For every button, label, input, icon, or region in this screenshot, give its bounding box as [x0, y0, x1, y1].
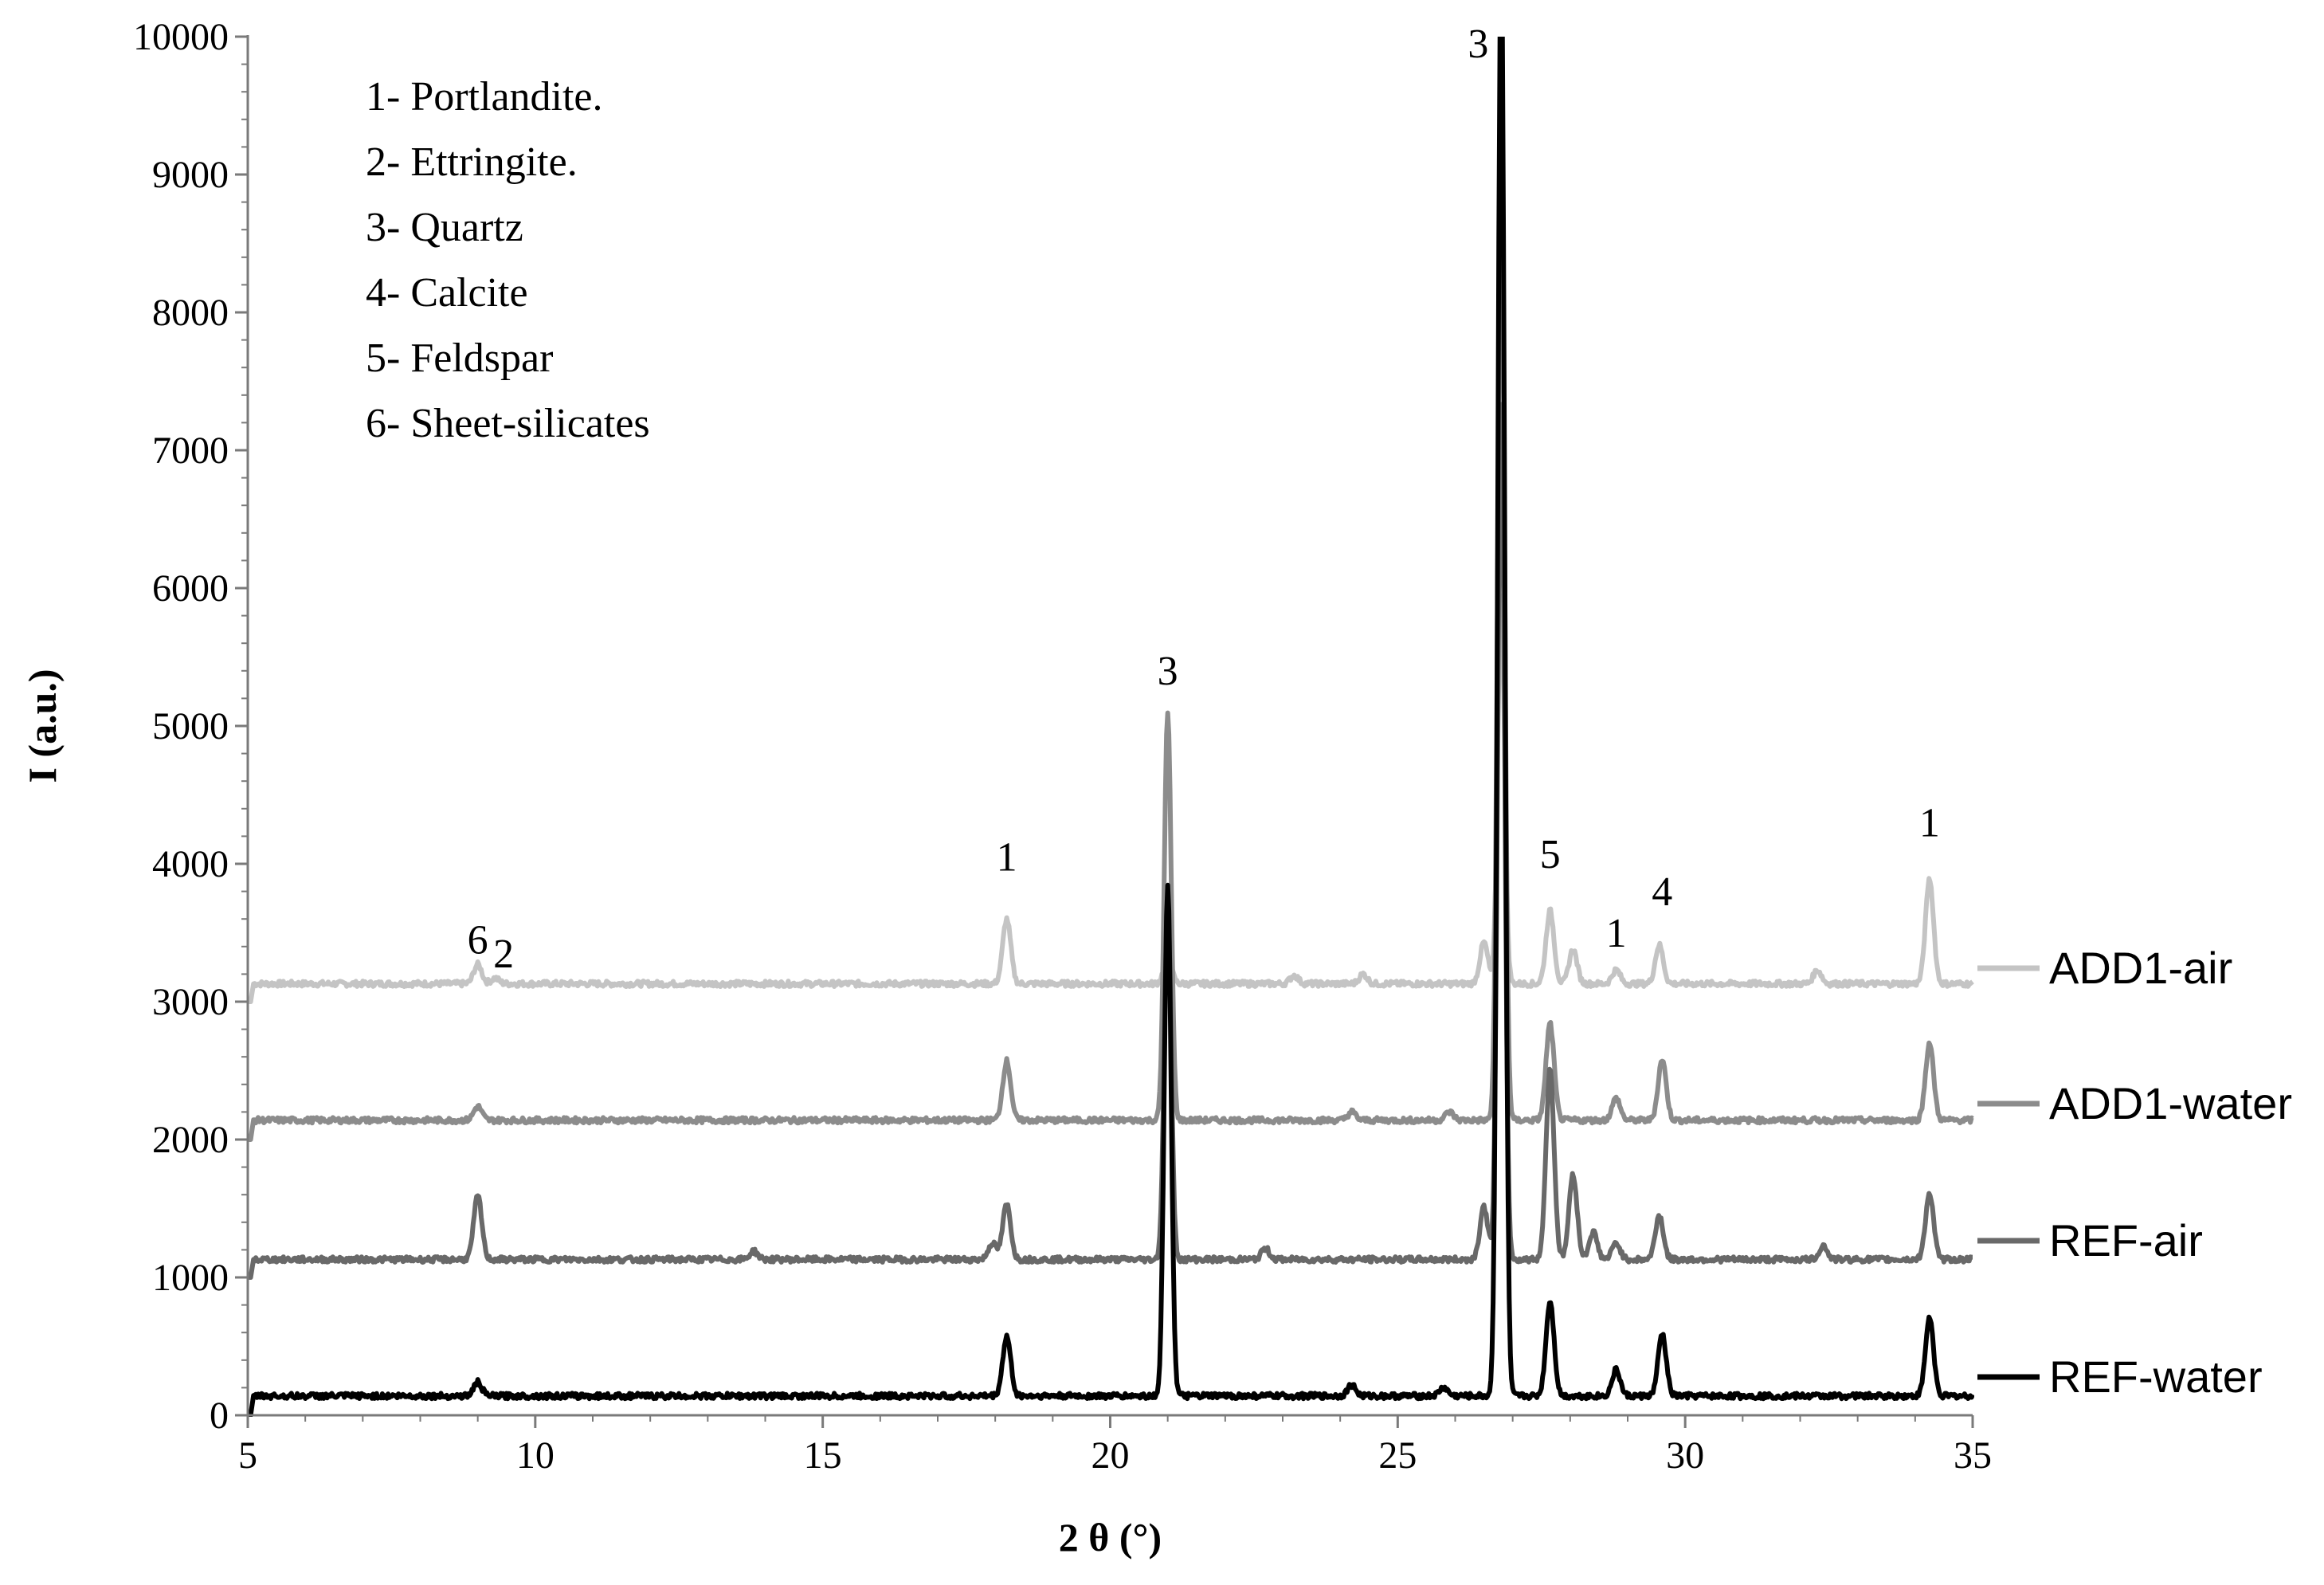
- phase-key-item: 4- Calcite: [366, 270, 528, 316]
- y-tick-label: 9000: [152, 154, 229, 196]
- y-tick-label: 7000: [152, 430, 229, 472]
- x-tick-label: 20: [1091, 1434, 1130, 1477]
- series-ref-air: [248, 402, 1974, 1280]
- phase-key-item: 3- Quartz: [366, 205, 523, 250]
- legend: ADD1-air ADD1-water REF-air REF-water: [1977, 943, 2292, 1402]
- legend-label: REF-water: [2049, 1352, 2263, 1402]
- series-layer: [248, 37, 1974, 1417]
- peak-label: 1: [1606, 911, 1627, 956]
- y-tick-label: 5000: [152, 705, 229, 747]
- peak-label: 2: [493, 932, 514, 977]
- ticks-layer: 0 1000 2000 3000 4000 5000 6000 7000 8000 9000 100…: [133, 16, 1992, 1477]
- y-tick-label: 4000: [152, 843, 229, 885]
- legend-label: ADD1-air: [2049, 943, 2232, 993]
- phase-key: 1- Portlandite. 2- Ettringite. 3- Quartz 4-…: [366, 74, 650, 446]
- peak-label: 1: [1919, 800, 1940, 845]
- phase-key-item: 2- Ettringite.: [366, 139, 578, 185]
- x-tick-label: 30: [1666, 1434, 1704, 1477]
- y-tick-label: 6000: [152, 567, 229, 610]
- y-tick-label: 3000: [152, 981, 229, 1023]
- x-tick-label: 10: [516, 1434, 555, 1477]
- x-tick-label: 15: [804, 1434, 842, 1477]
- x-axis-title: 2 θ (°): [1059, 1515, 1162, 1559]
- phase-key-item: 6- Sheet-silicates: [366, 401, 650, 446]
- series-ref-water: [248, 37, 1974, 1417]
- peak-label: 1: [997, 835, 1017, 881]
- peak-label: 6: [468, 917, 488, 963]
- legend-label: ADD1-water: [2049, 1078, 2292, 1128]
- phase-key-item: 1- Portlandite.: [366, 74, 603, 120]
- y-tick-label: 1000: [152, 1257, 229, 1299]
- y-tick-label: 2000: [152, 1119, 229, 1161]
- y-axis-title: I (a.u.): [20, 669, 65, 783]
- phase-key-item: 5- Feldspar: [366, 335, 553, 381]
- peak-label: 5: [1540, 832, 1561, 877]
- peak-label: 4: [1652, 869, 1672, 915]
- x-tick-label: 5: [238, 1434, 257, 1477]
- series-add1-air: [248, 593, 1974, 1004]
- peak-label: 3: [1158, 649, 1178, 694]
- x-tick-label: 25: [1378, 1434, 1417, 1477]
- series-add1-water: [248, 193, 1974, 1142]
- legend-label: REF-air: [2049, 1215, 2203, 1265]
- x-tick-label: 35: [1954, 1434, 1992, 1477]
- y-tick-label: 0: [210, 1395, 229, 1437]
- y-tick-label: 8000: [152, 292, 229, 334]
- peak-label: 3: [1468, 22, 1488, 67]
- y-tick-label: 10000: [133, 16, 229, 58]
